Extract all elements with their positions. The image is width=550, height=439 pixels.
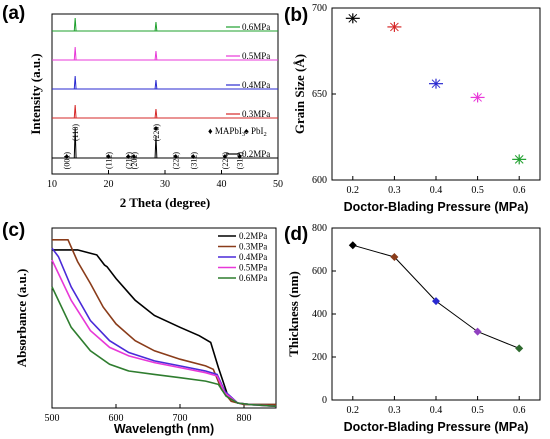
panel-d-ytick-label: 0 <box>322 395 327 406</box>
panel-b-xlabel: Doctor-Blading Pressure (MPa) <box>344 200 529 214</box>
panel-a-peak-label: (110) <box>71 124 80 141</box>
panel-b-ylabel: Grain Size (Å) <box>292 54 307 134</box>
panel-d-point <box>432 297 440 306</box>
panel-a-legend-label: 0.2MPa <box>242 149 270 159</box>
panel-b-point-diag <box>348 13 358 23</box>
panel-a-peak-label: (202) <box>130 152 139 170</box>
panel-c-legend-label: 0.4MPa <box>239 252 267 262</box>
panel-d-ytick-label: 400 <box>312 309 327 320</box>
panel-d-point <box>473 327 482 336</box>
panel-a-peak-diamond <box>131 154 136 159</box>
panel-c-xtick-label: 800 <box>237 413 252 424</box>
panel-b-xtick-label: 0.3 <box>388 185 401 196</box>
panel-c-legend-label: 0.3MPa <box>239 242 267 252</box>
panel-a-peak-diamond <box>106 154 111 159</box>
panel-d-ytick-label: 200 <box>312 352 327 363</box>
panel-a-xtick-label: 20 <box>104 179 114 190</box>
panel-a-pattern-0.3MPa <box>52 104 278 119</box>
panel-a-pattern-0.6MPa <box>52 17 278 32</box>
panel-a-peak-diamond <box>191 154 196 159</box>
panel-b-xtick-label: 0.5 <box>471 185 484 196</box>
panel-a-xtick-label: 30 <box>160 179 170 190</box>
panel-a-peak-diamond <box>222 154 227 159</box>
panel-d-xtick-label: 0.4 <box>430 405 443 416</box>
panel-a-peak-diamond <box>153 126 158 131</box>
panel-a-label: (a) <box>2 3 25 24</box>
panel-c-plot-area <box>51 227 277 409</box>
panel-d-ytick-label: 600 <box>312 266 327 277</box>
panel-b-plot-area <box>331 7 541 181</box>
panel-c-legend-label: 0.5MPa <box>239 263 267 273</box>
panel-d-ytick-label: 800 <box>312 223 327 234</box>
panel-d-xtick-label: 0.2 <box>347 405 360 416</box>
panel-b-point-diag <box>390 22 399 32</box>
panel-c-legend-label: 0.2MPa <box>239 231 267 241</box>
panel-d-ylabel: Thickness (nm) <box>286 271 301 357</box>
panel-c-label: (c) <box>2 220 25 241</box>
panel-c-series-0.6MPa <box>51 286 277 408</box>
panel-a-legend-label: 0.6MPa <box>242 22 270 32</box>
panel-d-point <box>515 344 524 353</box>
panel-a-peak-label: (112) <box>105 152 114 169</box>
mapbi3-text: MAPbI <box>215 126 242 136</box>
panel-a-peak-label: (220) <box>152 124 161 142</box>
chart-marks-layer: 10 20 30 40 500.6MPa0.5MPa0.4MPa0.3MPa0.2MPa… <box>45 3 527 424</box>
pbi2-spade-icon: ♠ <box>244 126 251 136</box>
panel-a-peak-label: (224) <box>221 152 230 170</box>
panel-b-point-diag <box>514 155 524 164</box>
panel-a-peak-label: (001) <box>63 152 72 170</box>
mapbi3-diamond-icon: ♦ <box>208 126 215 136</box>
mapbi3-subscript: 3 <box>242 131 245 138</box>
panel-a-peak-label: (211) <box>124 152 133 169</box>
panel-c-xtick-label: 700 <box>173 413 188 424</box>
panel-b-point-diag <box>473 93 482 102</box>
panel-d-plot-area <box>331 227 541 401</box>
panel-a-peak-label: (222) <box>172 152 181 170</box>
panel-a-legend-label: 0.4MPa <box>242 80 270 90</box>
panel-a-peak-label: (312) <box>189 152 198 170</box>
panel-d-point <box>390 253 399 262</box>
panel-b-ytick-label: 650 <box>312 89 327 100</box>
panel-a-peak-diamond <box>173 154 178 159</box>
panel-c-xtick-label: 500 <box>45 413 60 424</box>
panel-a-legend-pbi2: ♠ PbI2 <box>244 126 267 138</box>
panel-c-ylabel: Absorbance (a.u.) <box>14 269 29 368</box>
panel-d-xlabel: Doctor-Blading Pressure (MPa) <box>344 420 529 434</box>
panel-c-xtick-label: 600 <box>109 413 124 424</box>
panel-a-peak-diamond <box>64 154 69 159</box>
panel-d-xtick-label: 0.3 <box>388 405 401 416</box>
panel-a-pattern-0.5MPa <box>52 46 278 61</box>
pbi2-subscript: 2 <box>264 131 267 138</box>
panel-d-point <box>348 241 357 250</box>
panel-d-xtick-label: 0.6 <box>513 405 526 416</box>
panel-b-ytick-label: 700 <box>312 3 327 14</box>
panel-a-ylabel: Intensity (a.u.) <box>28 53 43 134</box>
panel-b-point-diag <box>431 79 441 89</box>
panel-d-label: (d) <box>284 224 308 245</box>
panel-a-xtick-label: 10 <box>47 179 57 190</box>
panel-c-legend-label: 0.6MPa <box>239 273 267 283</box>
panel-a-peak-diamond <box>126 154 131 159</box>
panel-d-line <box>352 244 520 349</box>
pbi2-text: PbI <box>251 126 264 136</box>
panel-a-legend-mapbi3: ♦ MAPbI3 <box>208 126 245 138</box>
panel-a-pattern-0.4MPa <box>52 75 278 90</box>
panel-b-xtick-label: 0.2 <box>347 185 360 196</box>
panel-a-xtick-label: 40 <box>217 179 227 190</box>
panel-a-xlabel: 2 Theta (degree) <box>120 195 211 210</box>
panel-a-legend-label: 0.5MPa <box>242 51 270 61</box>
panel-a-peak-diamond <box>237 154 242 159</box>
panel-a-xtick-label: 50 <box>273 179 283 190</box>
panel-b-label: (b) <box>284 5 308 26</box>
panel-b-ytick-label: 600 <box>312 175 327 186</box>
panel-b-xtick-label: 0.6 <box>513 185 526 196</box>
panel-a-peak-label: (314) <box>236 152 245 170</box>
panel-c-xlabel: Wavelength (nm) <box>114 422 214 436</box>
panel-a-legend-label: 0.3MPa <box>242 109 270 119</box>
panel-b-xtick-label: 0.4 <box>430 185 443 196</box>
panel-d-xtick-label: 0.5 <box>471 405 484 416</box>
